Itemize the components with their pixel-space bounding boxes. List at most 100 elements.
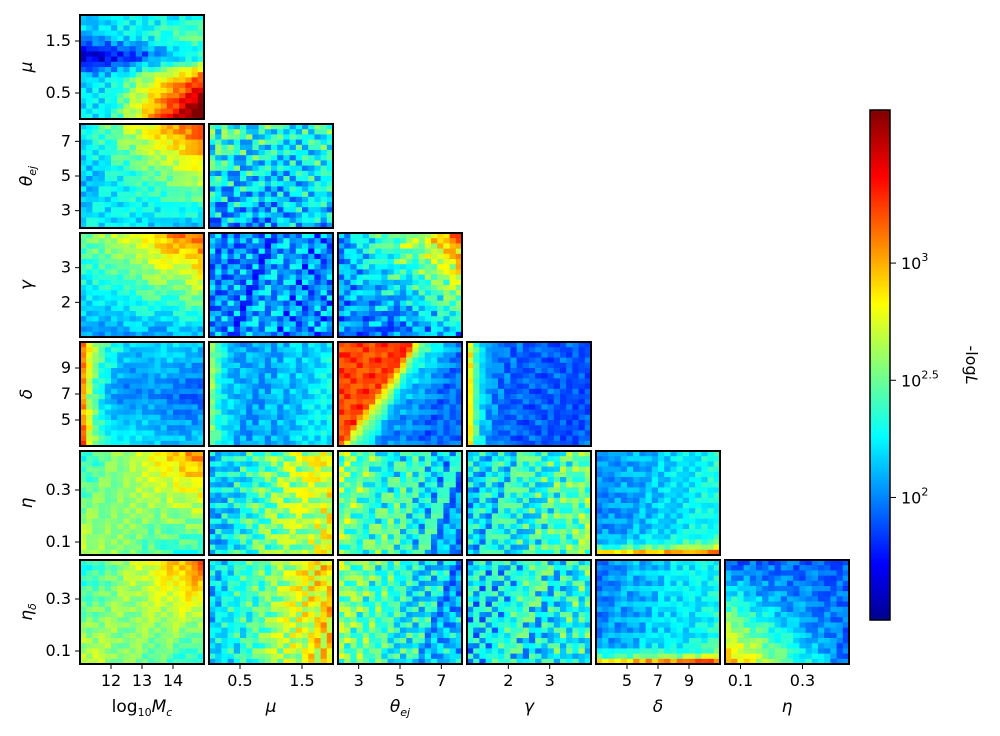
heatmap-cell [271,363,278,369]
heatmap-cell [154,264,161,270]
heatmap-cell [136,238,143,244]
heatmap-cell [350,524,357,530]
heatmap-cell [302,539,309,545]
heatmap-cell [283,129,290,135]
heatmap-cell [167,399,174,405]
heatmap-cell [246,264,253,270]
heatmap-cell [277,249,284,255]
heatmap-cell [228,404,235,410]
heatmap-cell [321,430,328,436]
heatmap-cell [228,513,235,519]
heatmap-cell [246,316,253,322]
heatmap-cell [450,378,457,384]
heatmap-cell [117,155,124,161]
heatmap-cell [221,238,228,244]
heatmap-cell [173,51,180,57]
heatmap-cell [148,57,155,63]
heatmap-cell [111,238,118,244]
heatmap-cell [510,373,517,379]
heatmap-cell [246,197,253,203]
heatmap-cell [283,186,290,192]
heatmap-cell [215,306,222,312]
heatmap-cell [185,301,192,307]
heatmap-cell [296,513,303,519]
heatmap-cell [136,394,143,400]
heatmap-cell [148,461,155,467]
heatmap-cell [111,316,118,322]
heatmap-cell [443,285,450,291]
heatmap-cell [375,513,382,519]
heatmap-cell [86,352,93,358]
heatmap-cell [167,93,174,99]
heatmap-cell [443,363,450,369]
heatmap-cell [215,134,222,140]
heatmap-cell [419,399,426,405]
heatmap-cell [234,415,241,421]
heatmap-cell [123,160,130,166]
heatmap-cell [548,363,555,369]
heatmap-cell [154,347,161,353]
heatmap-cell [344,363,351,369]
heatmap-cell [142,539,149,545]
heatmap-cell [111,503,118,509]
heatmap-cell [271,399,278,405]
heatmap-cell [192,456,199,462]
heatmap-cell [344,264,351,270]
heatmap-cell [246,368,253,374]
heatmap-cell [357,347,364,353]
heatmap-cell [265,430,272,436]
heatmap-cell [142,482,149,488]
heatmap-cell [228,192,235,198]
heatmap-cell [117,472,124,478]
heatmap-cell [296,212,303,218]
heatmap-cell [375,493,382,499]
heatmap-cell [554,384,561,390]
heatmap-cell [265,513,272,519]
heatmap-cell [302,186,309,192]
heatmap-cell [215,254,222,260]
heatmap-cell [308,155,315,161]
heatmap-cell [86,129,93,135]
heatmap-cell [192,410,199,416]
heatmap-cell [105,508,112,514]
heatmap-cell [498,373,505,379]
heatmap-cell [136,31,143,37]
heatmap-cell [283,545,290,551]
heatmap-cell [265,249,272,255]
heatmap-cell [136,83,143,89]
heatmap-cell [350,347,357,353]
heatmap-cell [252,171,259,177]
heatmap-cell [486,399,493,405]
heatmap-cell [431,254,438,260]
heatmap-cell [321,295,328,301]
heatmap-cell [252,384,259,390]
heatmap-cell [252,280,259,286]
heatmap-cell [123,186,130,192]
heatmap-cell [259,275,266,281]
heatmap-cell [363,503,370,509]
heatmap-cell [173,493,180,499]
heatmap-cell [314,456,321,462]
heatmap-cell [443,394,450,400]
heatmap-cell [450,249,457,255]
heatmap-cell [283,467,290,473]
heatmap-cell [92,539,99,545]
heatmap-cell [221,129,228,135]
heatmap-cell [375,368,382,374]
heatmap-cell [86,25,93,31]
heatmap-cell [363,352,370,358]
heatmap-cell [117,150,124,156]
heatmap-cell [529,373,536,379]
heatmap-cell [185,316,192,322]
heatmap-cell [136,436,143,442]
heatmap-cell [283,503,290,509]
heatmap-cell [321,384,328,390]
heatmap-cell [400,410,407,416]
heatmap-cell [167,186,174,192]
heatmap-cell [308,503,315,509]
heatmap-cell [492,384,499,390]
heatmap-cell [350,420,357,426]
heatmap-cell [148,31,155,37]
heatmap-cell [167,545,174,551]
heatmap-cell [314,545,321,551]
